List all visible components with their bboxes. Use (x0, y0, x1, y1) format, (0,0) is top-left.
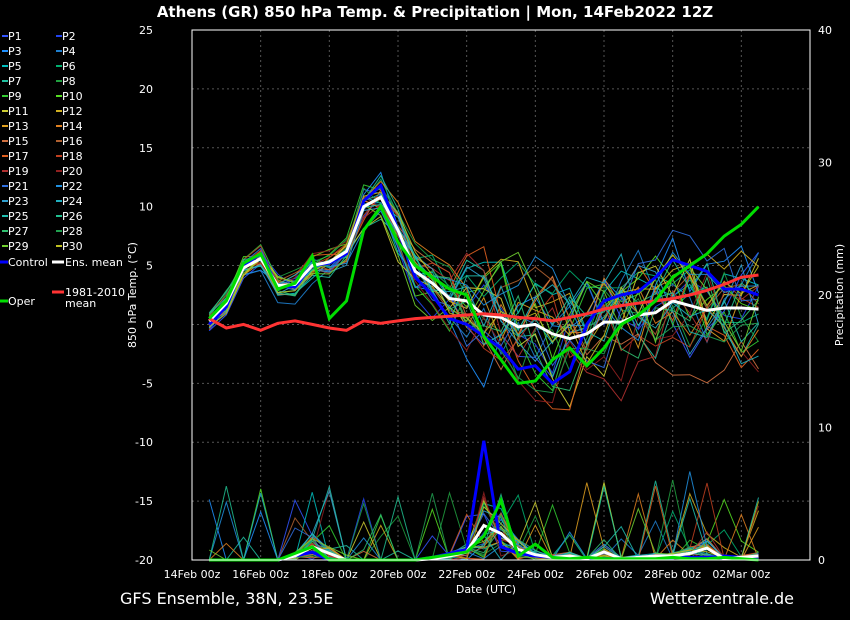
y-right-tick-label: 40 (818, 24, 832, 37)
legend-label: P13 (8, 120, 29, 133)
y-right-tick-label: 20 (818, 289, 832, 302)
y-left-tick-label: -20 (135, 554, 153, 567)
legend-label: mean (65, 297, 96, 310)
footer-right: Wetterzentrale.de (650, 589, 794, 608)
member-precip-p3 (208, 499, 759, 561)
legend-label: Ens. mean (65, 256, 123, 269)
legend-label: P18 (62, 150, 83, 163)
legend-label: P6 (62, 60, 76, 73)
plot-frame (191, 29, 811, 561)
legend-label: P16 (62, 135, 83, 148)
y-right-tick-label: 10 (818, 422, 832, 435)
y-left-tick-label: 10 (139, 201, 153, 214)
y-left-tick-label: -10 (135, 436, 153, 449)
legend-label: P2 (62, 30, 76, 43)
legend-label: P4 (62, 45, 76, 58)
y-left-tick-label: 20 (139, 83, 153, 96)
legend-label: P11 (8, 105, 29, 118)
legend-label: P30 (62, 240, 83, 253)
temp-line-1981-2010-mean (208, 273, 759, 332)
x-tick-label: 22Feb 00z (438, 568, 495, 581)
y-left-tick-label: -15 (135, 495, 153, 508)
legend-label: P8 (62, 75, 76, 88)
legend-label: P20 (62, 165, 83, 178)
legend-label: P23 (8, 195, 29, 208)
legend-label: P25 (8, 210, 29, 223)
legend: P1 P2 P3 P4 P5 P6 P7 P8 P9 P10 P11 P12 P13 P14 P15 P16 P… (0, 30, 125, 310)
member-line-p6 (208, 178, 759, 329)
precip-line-oper (209, 496, 759, 562)
footer-left: GFS Ensemble, 38N, 23.5E (120, 589, 333, 608)
legend-label: P24 (62, 195, 83, 208)
legend-label: P1 (8, 30, 22, 43)
legend-label: P26 (62, 210, 83, 223)
legend-label: P28 (62, 225, 83, 238)
temp-line-oper (208, 203, 760, 385)
x-tick-label: 28Feb 00z (644, 568, 701, 581)
member-line-p26 (208, 174, 759, 345)
legend-label: P27 (8, 225, 29, 238)
x-axis-label: Date (UTC) (456, 583, 516, 596)
member-precip-p1 (209, 498, 759, 561)
legend-label: P10 (62, 90, 83, 103)
x-tick-label: 24Feb 00z (507, 568, 564, 581)
legend-label: P5 (8, 60, 22, 73)
y-right-tick-label: 30 (818, 157, 832, 170)
legend-label: P17 (8, 150, 29, 163)
y-right-tick-label: 0 (818, 554, 825, 567)
x-axis-ticks: 14Feb 00z 16Feb 00z 18Feb 00z 20Feb 00z 22Fe… (164, 568, 771, 581)
legend-label: P9 (8, 90, 22, 103)
legend-label: Control (8, 256, 48, 269)
y-axis-left-label: 850 hPa Temp. (°C) (126, 242, 139, 348)
legend-label: P19 (8, 165, 29, 178)
member-precip-p29 (208, 507, 759, 561)
y-left-tick-label: 15 (139, 142, 153, 155)
x-tick-label: 20Feb 00z (370, 568, 427, 581)
legend-label: P15 (8, 135, 29, 148)
y-left-tick-label: -5 (142, 377, 153, 390)
x-tick-label: 14Feb 00z (164, 568, 221, 581)
legend-label: P29 (8, 240, 29, 253)
legend-label: 1981-2010 (65, 286, 125, 299)
legend-label: P22 (62, 180, 83, 193)
legend-label: Oper (8, 295, 35, 308)
member-line-p20 (208, 195, 759, 404)
y-left-tick-label: 25 (139, 24, 153, 37)
member-line-p21 (208, 194, 759, 369)
legend-label: P12 (62, 105, 83, 118)
x-tick-label: 02Mar 00z (712, 568, 770, 581)
y-axis-right-label: Precipitation (mm) (833, 244, 846, 346)
chart-title: Athens (GR) 850 hPa Temp. & Precipitatio… (157, 3, 713, 22)
x-tick-label: 18Feb 00z (301, 568, 358, 581)
legend-label: P3 (8, 45, 22, 58)
member-line-p8 (208, 185, 759, 382)
temperature-layer (208, 171, 760, 411)
y-left-tick-label: 5 (146, 260, 153, 273)
y-axis-left-ticks: 25 20 15 10 5 0 -5 -10 -15 -20 (135, 24, 153, 567)
x-tick-label: 26Feb 00z (576, 568, 633, 581)
legend-label: P7 (8, 75, 22, 88)
x-tick-label: 16Feb 00z (232, 568, 289, 581)
legend-label: P21 (8, 180, 29, 193)
precipitation-layer (208, 440, 759, 562)
y-left-tick-label: 0 (146, 318, 153, 331)
legend-label: P14 (62, 120, 83, 133)
y-axis-right-ticks: 40 30 20 10 0 (818, 24, 832, 567)
precip-line-ens-mean (209, 523, 759, 562)
